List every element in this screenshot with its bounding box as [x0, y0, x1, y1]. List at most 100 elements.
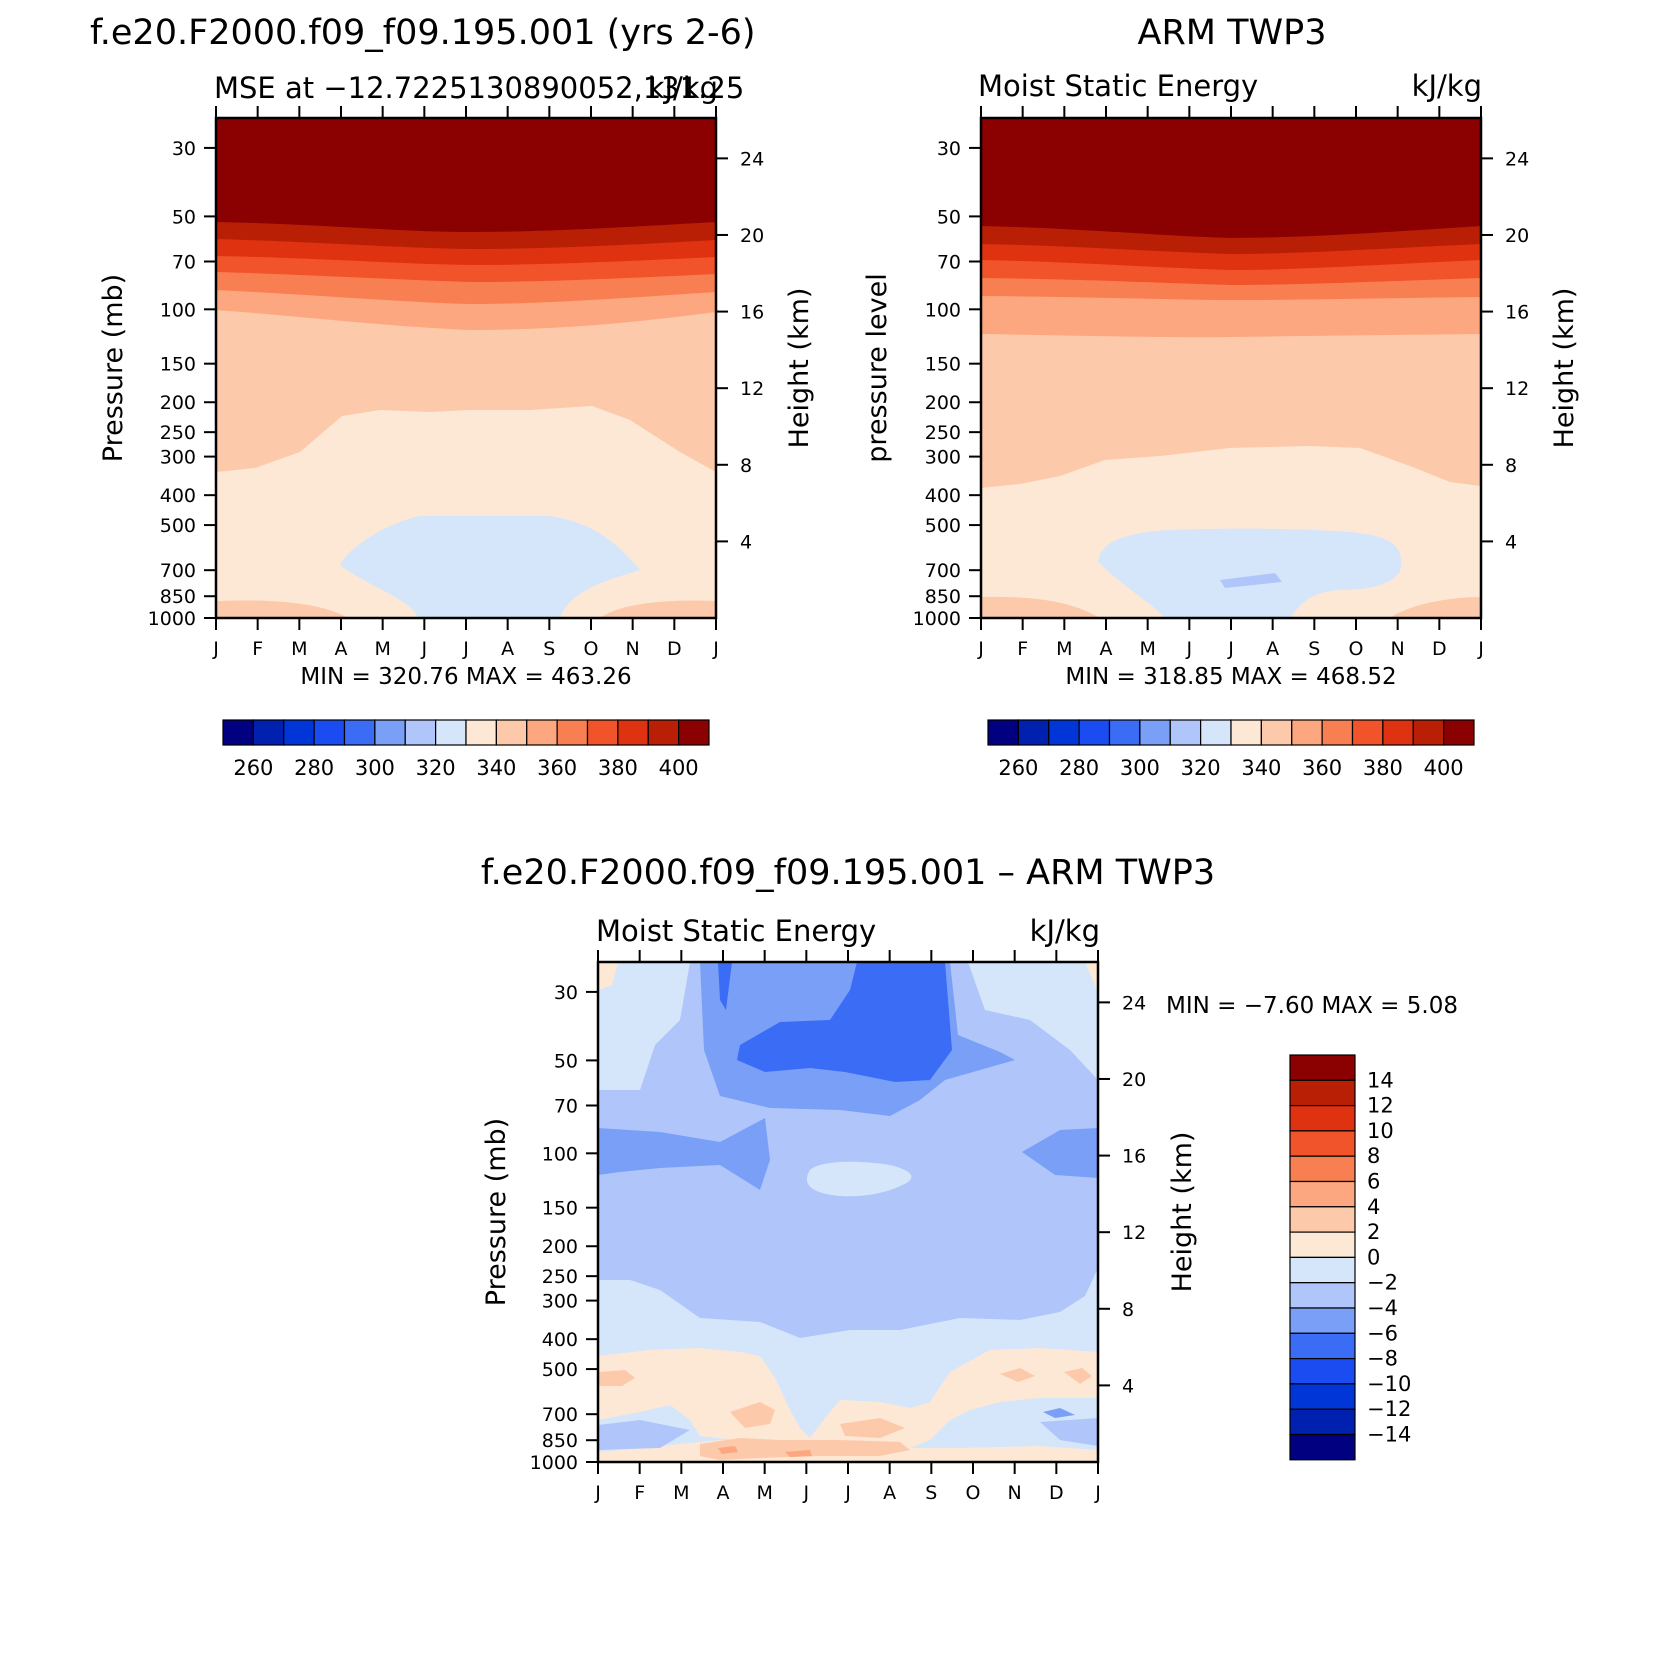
colorbar-label: 0 [1367, 1245, 1380, 1269]
panel-diff-ylabel-right: Height (km) [1167, 1132, 1198, 1293]
x-tick-label: J [977, 638, 984, 660]
y-tick-label: 70 [554, 1096, 578, 1118]
x-tick-label: F [634, 1482, 645, 1504]
colorbar-label: −12 [1367, 1397, 1411, 1421]
mse-band-near-surface-left [981, 596, 1100, 618]
panel-model-ylabel-right: Height (km) [784, 288, 815, 449]
x-tick-label: J [594, 1482, 601, 1504]
colorbar-label: 2 [1367, 1220, 1380, 1244]
colorbar-swatch [252, 719, 285, 746]
panel-obs-plot: J F M A M J J A S O N D J 30 50 70 100 150 200 250 300 400 500… [913, 106, 1529, 660]
x-tick-label: S [543, 638, 555, 660]
colorbar-label: −2 [1367, 1271, 1398, 1295]
y-right-tick-label: 12 [1122, 1222, 1146, 1244]
colorbar-swatch [1291, 719, 1323, 746]
x-tick-label: A [335, 638, 348, 660]
y-tick-label: 50 [554, 1050, 578, 1072]
panel-diff-ylabel: Pressure (mb) [481, 1118, 512, 1306]
y-right-tick-label: 4 [1122, 1375, 1134, 1397]
colorbar-swatch [1351, 719, 1384, 746]
colorbar-swatch [374, 719, 406, 746]
y-tick-label: 250 [160, 422, 196, 444]
y-right-tick-label: 12 [740, 378, 764, 400]
y-tick-label: 150 [542, 1198, 578, 1220]
colorbar-label: 340 [1241, 756, 1281, 780]
y-tick-label: 300 [925, 447, 961, 469]
diff-region-2-4 [730, 1402, 775, 1428]
panel-diff-units: kJ/kg [1030, 914, 1100, 948]
colorbar-label: 300 [355, 756, 395, 780]
y-tick-label: 850 [925, 586, 961, 608]
x-tick-label: O [1349, 638, 1364, 660]
y-tick-label: 100 [160, 299, 196, 321]
y-tick-label: 100 [925, 299, 961, 321]
diff-region-0-2 [1085, 962, 1098, 992]
x-tick-label: N [1008, 1482, 1022, 1504]
diff-region-m4-m2 [598, 1420, 690, 1450]
x-tick-label: D [667, 638, 682, 660]
panel-model-plot: J F M A M J J A S O N D J 30 50 70 100 150 200 250 300 400 500… [148, 106, 764, 660]
x-tick-label: D [1049, 1482, 1064, 1504]
x-tick-label: N [626, 638, 640, 660]
y-tick-label: 700 [925, 560, 961, 582]
y-right-tick-label: 4 [1505, 531, 1517, 553]
diff-region-0-2 [598, 962, 618, 990]
panel-obs-stats: MIN = 318.85 MAX = 468.52 [1065, 664, 1396, 690]
x-tick-label: A [501, 638, 514, 660]
y-right-tick-label: 24 [740, 148, 764, 170]
colorbar-swatch [1289, 1054, 1356, 1081]
colorbar-swatch [1108, 719, 1141, 746]
colorbar-label: 400 [1424, 756, 1464, 780]
colorbar-label: −4 [1367, 1296, 1398, 1320]
diff-region-2-4 [700, 1438, 910, 1460]
y-tick-label: 850 [160, 586, 196, 608]
colorbar-label: 400 [659, 756, 699, 780]
y-tick-label: 150 [160, 354, 196, 376]
y-right-tick-label: 20 [740, 225, 764, 247]
colorbar-label: 280 [294, 756, 334, 780]
colorbar-swatch [1230, 719, 1262, 746]
diff-region-m2-0 [968, 962, 1098, 1080]
colorbar-swatch [1078, 719, 1111, 746]
colorbar-label: 10 [1367, 1119, 1394, 1143]
y-tick-label: 50 [172, 206, 196, 228]
colorbar-swatch [222, 719, 254, 746]
colorbar-label: 360 [537, 756, 577, 780]
diff-region-4-6 [785, 1450, 812, 1457]
diff-region-m2-0 [806, 1161, 912, 1197]
panel-model-units: kJ/kg [648, 71, 718, 105]
x-tick-label: D [1432, 638, 1447, 660]
x-tick-label: O [584, 638, 599, 660]
y-tick-label: 1000 [530, 1452, 578, 1474]
colorbar-swatch [1289, 1282, 1356, 1309]
x-tick-label: J [462, 638, 469, 660]
x-tick-label: M [291, 638, 307, 660]
panel-diff-plot: J F M A M J J A S O N D J 30 50 70 100 150 200 250 300 400 500… [530, 950, 1146, 1504]
colorbar-label: 14 [1367, 1068, 1394, 1092]
diff-region-m8-m6 [718, 962, 732, 1010]
y-tick-label: 70 [937, 252, 961, 274]
colorbar-swatch [1289, 1433, 1356, 1461]
y-right-tick-label: 12 [1505, 378, 1529, 400]
y-tick-label: 1000 [148, 608, 196, 630]
y-right-tick-label: 20 [1122, 1069, 1146, 1091]
colorbar-swatch [1443, 719, 1475, 746]
colorbar-label: 300 [1120, 756, 1160, 780]
y-tick-label: 250 [542, 1266, 578, 1288]
y-tick-label: 300 [542, 1291, 578, 1313]
x-tick-label: J [1227, 638, 1234, 660]
x-tick-label: J [844, 1482, 851, 1504]
colorbar-swatch [404, 719, 437, 746]
x-tick-label: J [803, 1482, 810, 1504]
colorbar-label: 320 [416, 756, 456, 780]
colorbar-swatch [987, 719, 1019, 746]
y-right-tick-label: 8 [1122, 1299, 1134, 1321]
panel-diff-subtitle: Moist Static Energy [596, 914, 876, 948]
colorbar-swatch [647, 719, 680, 746]
colorbar-swatch [465, 719, 497, 746]
panel-model-ylabel: Pressure (mb) [98, 274, 129, 462]
colorbar-swatch [1200, 719, 1232, 746]
mse-band-310-320 [1220, 573, 1282, 588]
